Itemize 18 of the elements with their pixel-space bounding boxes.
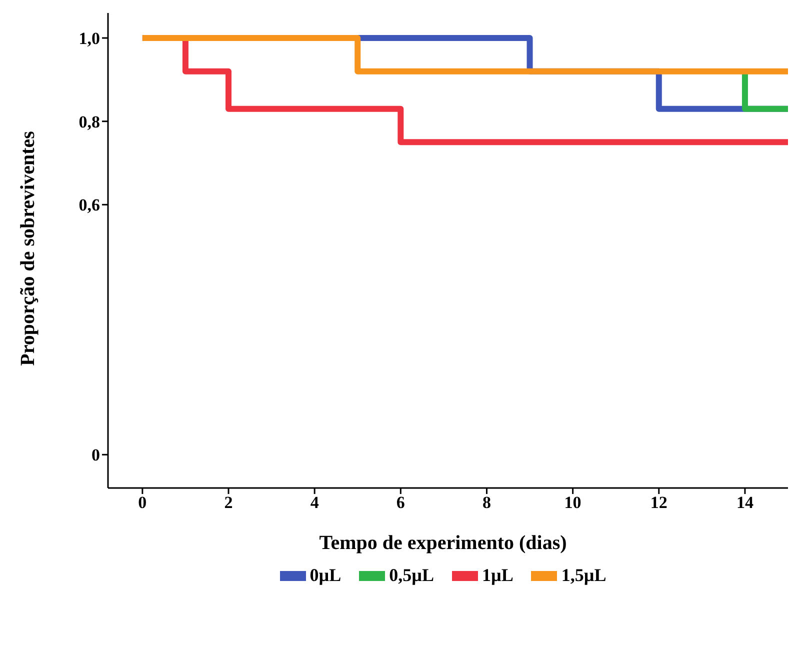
- x-tick-label: 10: [564, 493, 582, 512]
- x-tick-label: 6: [396, 493, 405, 512]
- y-tick-label: 1,0: [78, 29, 100, 48]
- x-tick-label: 0: [138, 493, 147, 512]
- x-tick-label: 8: [482, 493, 491, 512]
- legend-label: 0,5µL: [389, 565, 434, 586]
- y-tick-label: 0: [92, 446, 100, 465]
- y-tick-label: 0,8: [78, 112, 100, 132]
- y-axis-title: Proporção de sobreviventes: [16, 130, 40, 366]
- x-tick-label: 4: [310, 493, 320, 512]
- x-tick-label: 2: [224, 493, 233, 512]
- legend-label: 1,5µL: [561, 565, 606, 586]
- x-axis-title: Tempo de experimento (dias): [318, 532, 568, 555]
- legend-label: 1µL: [482, 565, 514, 586]
- x-tick-label: 14: [736, 493, 754, 512]
- y-tick-label: 0,6: [78, 196, 100, 215]
- legend-label: 0µL: [310, 565, 342, 586]
- x-tick-label: 12: [650, 493, 668, 512]
